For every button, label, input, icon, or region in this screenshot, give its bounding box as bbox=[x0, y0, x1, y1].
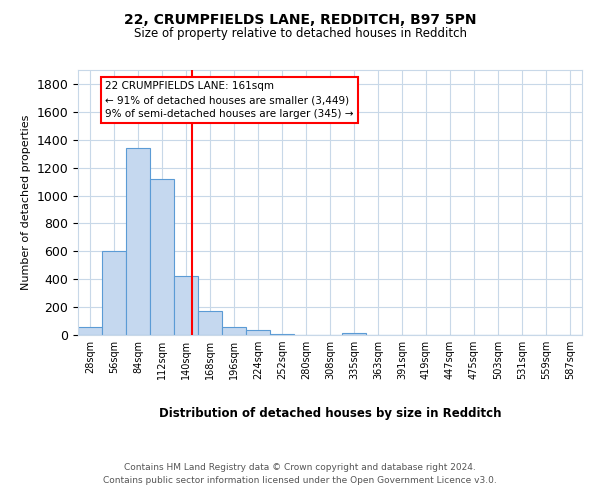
Bar bbox=[174, 276, 198, 335]
Bar bbox=[270, 334, 294, 335]
Text: Size of property relative to detached houses in Redditch: Size of property relative to detached ho… bbox=[133, 28, 467, 40]
Text: Distribution of detached houses by size in Redditch: Distribution of detached houses by size … bbox=[159, 408, 501, 420]
Bar bbox=[198, 310, 222, 335]
Y-axis label: Number of detached properties: Number of detached properties bbox=[21, 115, 31, 290]
Bar bbox=[78, 328, 102, 335]
Bar bbox=[342, 333, 366, 335]
Text: Contains HM Land Registry data © Crown copyright and database right 2024.: Contains HM Land Registry data © Crown c… bbox=[124, 462, 476, 471]
Text: 22 CRUMPFIELDS LANE: 161sqm
← 91% of detached houses are smaller (3,449)
9% of s: 22 CRUMPFIELDS LANE: 161sqm ← 91% of det… bbox=[106, 81, 354, 119]
Bar bbox=[246, 330, 270, 335]
Bar bbox=[150, 179, 174, 335]
Text: Contains public sector information licensed under the Open Government Licence v3: Contains public sector information licen… bbox=[103, 476, 497, 485]
Bar bbox=[102, 252, 126, 335]
Bar bbox=[222, 326, 246, 335]
Bar bbox=[126, 148, 150, 335]
Text: 22, CRUMPFIELDS LANE, REDDITCH, B97 5PN: 22, CRUMPFIELDS LANE, REDDITCH, B97 5PN bbox=[124, 12, 476, 26]
